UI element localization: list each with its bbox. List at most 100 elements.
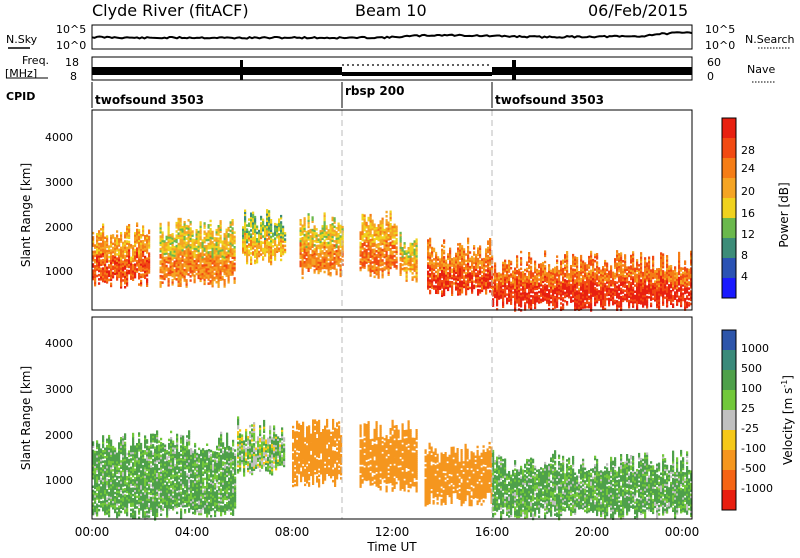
heat-cell (614, 281, 616, 284)
heat-cell (208, 224, 210, 227)
heat-cell (580, 255, 582, 258)
heat-cell (586, 306, 588, 309)
heat-cell (530, 280, 532, 283)
heat-cell (316, 232, 318, 235)
heat-cell (134, 263, 136, 266)
heat-cell (402, 268, 404, 271)
heat-cell (96, 233, 98, 236)
heat-cell (598, 290, 600, 293)
heat-cell (176, 234, 178, 237)
heat-cell (250, 233, 252, 236)
heat-cell (437, 269, 439, 272)
heat-cell (540, 299, 542, 302)
heat-cell (140, 280, 142, 283)
heat-cell (378, 260, 380, 263)
heat-cell (469, 251, 471, 254)
heat-cell (186, 225, 188, 228)
heat-cell (404, 267, 406, 270)
heat-cell (380, 247, 382, 250)
heat-cell (124, 232, 126, 235)
date-title: 06/Feb/2015 (588, 1, 688, 20)
heat-cell (564, 292, 566, 295)
heat-cell (477, 247, 479, 250)
heat-cell (512, 296, 514, 299)
heat-cell (202, 264, 204, 267)
heat-cell (244, 210, 246, 213)
heat-cell (616, 263, 618, 266)
heat-cell (429, 252, 431, 255)
heat-cell (502, 289, 504, 292)
heat-cell (262, 242, 264, 245)
heat-cell (616, 300, 618, 303)
heat-cell (110, 249, 112, 252)
heat-cell (598, 276, 600, 279)
heat-cell (332, 223, 334, 226)
heat-cell (242, 226, 244, 229)
heat-cell (260, 216, 262, 219)
heat-cell (262, 235, 264, 238)
heat-cell (280, 215, 282, 218)
heat-cell (192, 230, 194, 233)
heat-cell (481, 258, 483, 261)
heat-cell (166, 273, 168, 276)
heat-cell (314, 240, 316, 243)
heat-cell (226, 229, 228, 232)
heat-cell (234, 263, 236, 266)
heat-cell (212, 266, 214, 269)
heat-cell (548, 264, 550, 267)
heat-cell (564, 279, 566, 282)
heat-cell (624, 290, 626, 293)
heat-cell (532, 295, 534, 298)
heat-cell (524, 269, 526, 272)
heat-cell (580, 278, 582, 281)
heat-cell (284, 249, 286, 252)
heat-cell (270, 219, 272, 222)
heat-cell (528, 271, 530, 274)
heat-cell (491, 266, 493, 269)
heat-cell (148, 252, 150, 255)
heat-cell (160, 281, 162, 284)
heat-cell (160, 260, 162, 263)
heat-cell (362, 251, 364, 254)
heat-cell (443, 256, 445, 259)
heat-cell (340, 235, 342, 238)
heat-cell (324, 271, 326, 274)
heat-cell (100, 268, 102, 271)
heat-cell (362, 243, 364, 246)
power-data (92, 110, 692, 312)
heat-cell (616, 250, 618, 253)
heat-cell (166, 265, 168, 268)
heat-cell (481, 271, 483, 274)
heat-cell (443, 250, 445, 253)
heat-cell (429, 279, 431, 282)
heat-cell (216, 281, 218, 284)
heat-cell (562, 268, 564, 271)
heat-cell (562, 297, 564, 300)
heat-cell (530, 295, 532, 298)
heat-cell (564, 254, 566, 257)
heat-cell (380, 268, 382, 271)
heat-cell (388, 255, 390, 257)
heat-cell (441, 290, 443, 293)
heat-cell (228, 242, 230, 245)
heat-cell (208, 230, 210, 233)
heat-cell (538, 278, 540, 281)
heat-cell (120, 232, 122, 235)
heat-cell (176, 278, 178, 281)
heat-cell (457, 243, 459, 246)
heat-cell (200, 242, 202, 245)
heat-cell (512, 271, 514, 274)
heat-cell (196, 273, 198, 276)
heat-cell (394, 224, 396, 227)
heat-cell (172, 279, 174, 282)
freq-band-1 (92, 67, 342, 75)
heat-cell (572, 300, 574, 303)
heat-cell (204, 231, 206, 234)
heat-cell (304, 234, 306, 237)
heat-cell (252, 237, 254, 240)
heat-cell (447, 272, 449, 275)
heat-cell (130, 244, 132, 247)
heat-cell (232, 248, 234, 251)
heat-cell (443, 246, 445, 249)
